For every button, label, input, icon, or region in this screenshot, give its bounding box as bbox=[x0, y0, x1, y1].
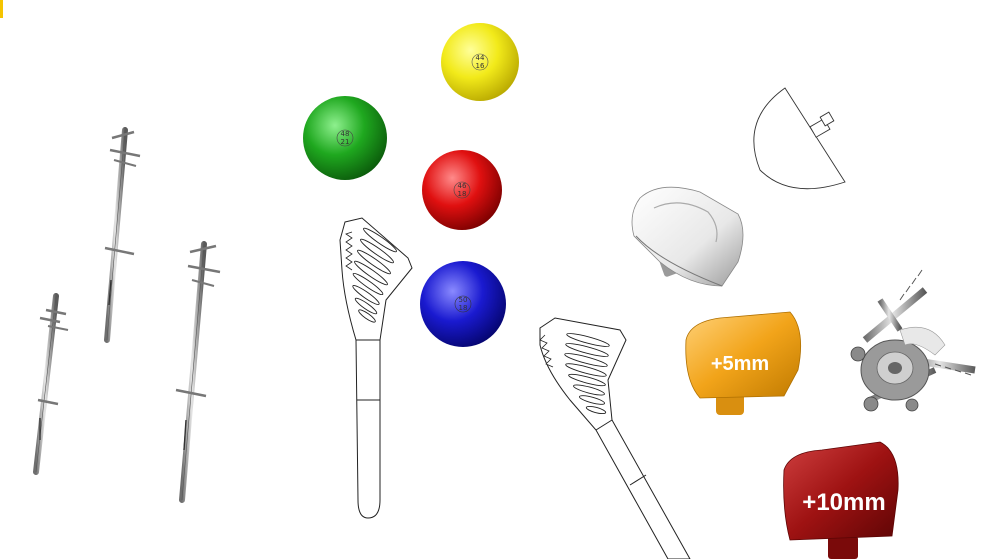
corner-marker bbox=[0, 0, 3, 18]
offset-spacer-5mm: +5mm bbox=[685, 311, 802, 415]
spacer-label-5mm: +5mm bbox=[711, 353, 769, 375]
offset-spacer-10mm: +10mm bbox=[783, 441, 899, 559]
intramedullary-nail-icon bbox=[33, 127, 221, 503]
humeral-head-ball-icon bbox=[441, 23, 519, 101]
head-ball-red: 46 18 bbox=[422, 150, 502, 230]
ball-size-line1: 50 bbox=[459, 296, 468, 304]
spacer-label-10mm: +10mm bbox=[802, 489, 885, 516]
head-ball-yellow: 44 16 bbox=[441, 23, 519, 101]
glenoid-cup-icon bbox=[631, 186, 744, 287]
ball-size-line2: 18 bbox=[459, 304, 468, 312]
offset-spacer-icon bbox=[828, 536, 858, 559]
ball-size-line1: 44 bbox=[476, 54, 485, 62]
humeral-head-ball-icon bbox=[303, 96, 387, 180]
humeral-head-ball-icon bbox=[422, 150, 502, 230]
humeral-stem-outline-icon bbox=[539, 317, 691, 559]
head-ball-blue: 50 18 bbox=[420, 261, 506, 347]
ball-size-line1: 48 bbox=[341, 130, 350, 138]
baseplate-with-screws-icon bbox=[850, 269, 976, 412]
head-ball-green: 48 21 bbox=[303, 96, 387, 180]
humeral-stem-outline-icon bbox=[339, 217, 413, 519]
ball-size-line2: 18 bbox=[458, 190, 467, 198]
ball-size-line1: 46 bbox=[458, 182, 467, 190]
half-dome-outline-icon bbox=[753, 87, 846, 190]
ball-size-line2: 21 bbox=[341, 138, 350, 146]
ball-size-line2: 16 bbox=[476, 62, 485, 70]
humeral-head-ball-icon bbox=[420, 261, 506, 347]
